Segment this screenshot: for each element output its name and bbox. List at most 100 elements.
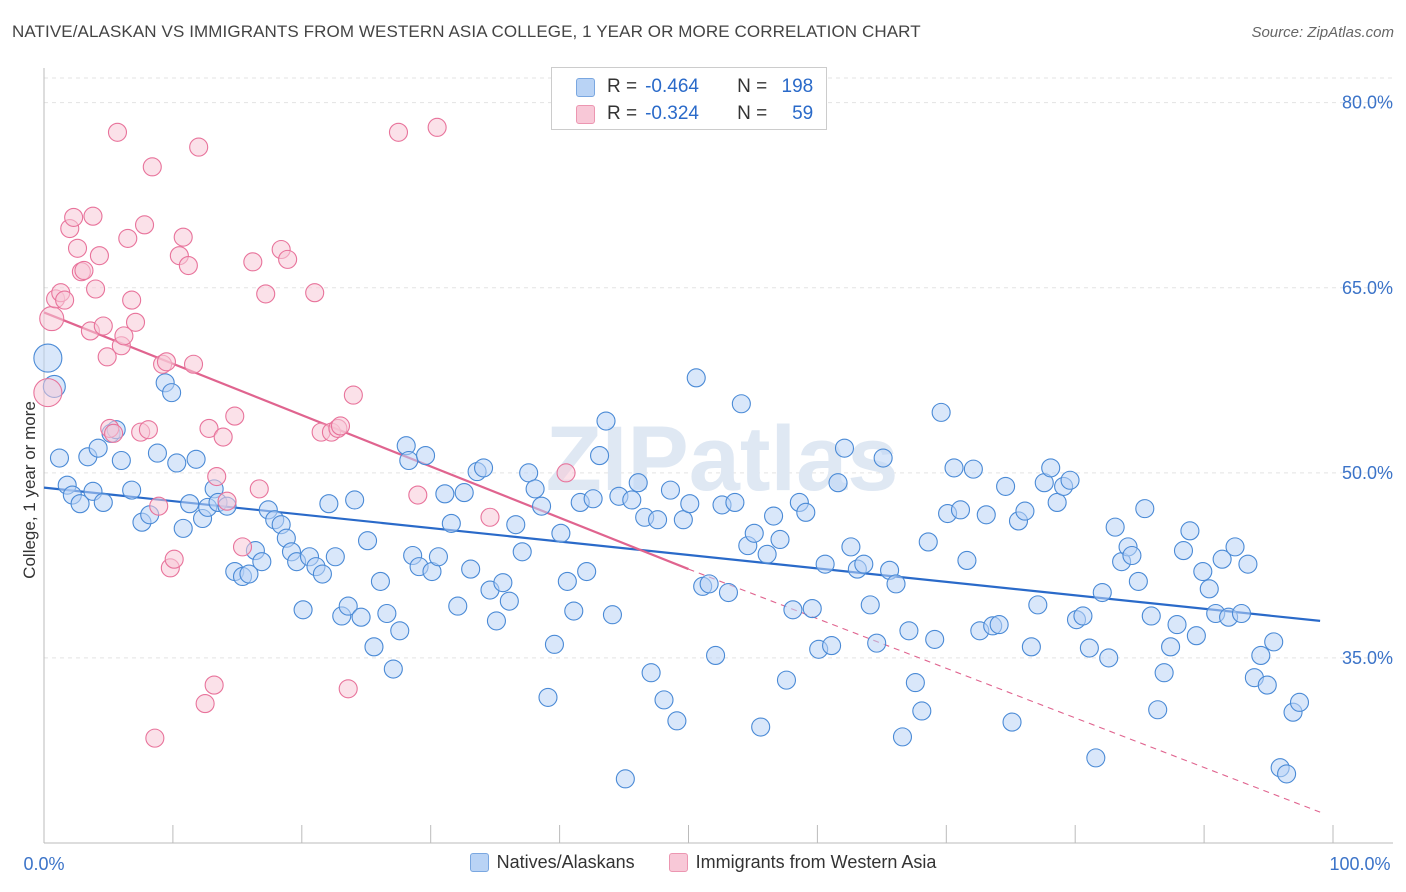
source-label: Source: ZipAtlas.com [1251,24,1394,41]
natives-point [364,637,384,657]
natives-point [1167,615,1187,635]
natives-point [1154,663,1174,683]
natives-point [1135,499,1155,519]
natives-point [590,446,610,466]
immigrants-point [142,157,162,177]
natives-point [841,537,861,557]
natives-point [615,769,635,789]
immigrants-point [97,347,117,367]
natives-point [764,506,784,526]
y-tick-label: 50.0% [1342,463,1393,483]
immigrants-point [183,354,204,374]
natives-point [33,343,63,373]
natives-point [892,727,913,747]
natives-point [122,480,142,500]
immigrants-point [213,427,233,447]
legend-item-natives[interactable]: Natives/Alaskans [469,852,635,873]
r-label: R = [607,76,638,97]
natives-point [770,529,790,550]
natives-point [1173,541,1194,561]
immigrants-point [33,378,63,408]
natives-point [506,515,526,535]
immigrants-point [343,385,363,405]
natives-point [357,531,378,551]
immigrants-point [217,491,237,511]
natives-point [345,490,365,510]
natives-point [70,494,90,514]
natives-point [654,690,674,710]
chart-title: NATIVE/ALASKAN VS IMMIGRANTS FROM WESTER… [12,22,921,41]
immigrants-point [89,246,109,266]
pink-swatch-icon [576,104,595,124]
natives-point [252,552,272,572]
immigrants-point [256,284,276,304]
natives-point [622,490,642,510]
natives-point [399,450,419,471]
natives-point [757,544,777,564]
natives-point [435,484,455,504]
natives-point [551,523,571,543]
natives-point [312,564,332,584]
natives-point [731,394,751,414]
immigrants-point [195,694,215,714]
natives-point [1015,501,1035,521]
immigrants-point [64,207,84,227]
natives-point [428,547,448,567]
natives-point [351,607,371,627]
immigrants-point [149,496,169,516]
natives-point [162,383,182,403]
natives-point [186,449,206,469]
natives-point [925,629,945,649]
natives-point [1141,606,1161,626]
immigrants-point [93,316,113,336]
natives-point [499,591,519,611]
natives-point [886,574,906,594]
immigrants-point [243,252,263,272]
natives-point [441,513,461,533]
natives-point [239,564,259,584]
natives-point [963,459,983,479]
natives-point [718,582,739,603]
natives-point [1079,638,1099,658]
immigrants-point [330,416,351,436]
natives-point [1161,637,1181,657]
natives-point [370,571,390,591]
natives-point [1289,692,1310,712]
natives-point [147,443,167,463]
blue-swatch-icon [576,77,595,97]
immigrants-point [305,283,325,303]
natives-point [473,458,494,478]
natives-point [834,438,855,458]
immigrants-point [164,549,184,569]
natives-point [49,448,70,468]
legend-row-immigrants: R = -0.324 N = 59 [576,103,813,125]
legend-item-immigrants[interactable]: Immigrants from Western Asia [668,852,936,873]
natives-point [596,411,616,431]
natives-point [1086,748,1106,768]
immigrants-point [39,306,65,332]
natives-point [628,473,648,493]
natives-point [1099,648,1119,668]
natives-point [828,473,848,493]
immigrants-point [178,255,198,276]
natives-point [519,463,539,483]
x-tick-label: 100.0% [1329,854,1390,874]
natives-point [1105,517,1125,537]
natives-point [641,663,661,683]
natives-point [448,596,468,616]
pink-swatch-icon [668,853,688,872]
natives-point [867,633,887,653]
natives-point [899,621,919,641]
natives-point [751,717,771,737]
natives-point [377,603,397,624]
natives-point [944,458,964,478]
natives-point [564,601,584,621]
natives-point [1277,764,1297,784]
natives-point [1128,571,1148,591]
natives-point [660,480,681,500]
immigrants-point [156,352,177,372]
natives-point [1186,626,1206,646]
natives-point [293,600,313,620]
natives-point [454,483,474,503]
